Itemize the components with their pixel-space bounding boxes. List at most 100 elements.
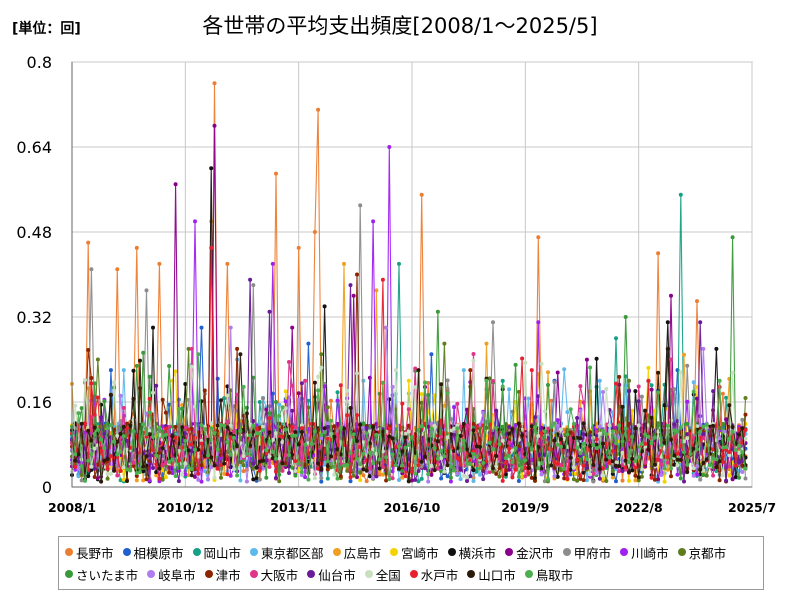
data-point (695, 464, 699, 468)
data-point (189, 364, 194, 369)
data-point (533, 476, 537, 480)
data-point (92, 412, 97, 417)
legend-item: 横浜市 (447, 541, 496, 563)
data-point (199, 441, 204, 446)
data-point (555, 418, 560, 423)
legend-marker-icon (147, 570, 156, 578)
data-point (555, 474, 560, 479)
data-point (620, 463, 625, 468)
data-point (740, 426, 745, 431)
data-point (89, 464, 94, 469)
legend-item: 水戸市 (409, 563, 458, 585)
data-point (665, 346, 670, 351)
data-point (147, 432, 152, 437)
data-point (277, 479, 282, 484)
data-point (458, 448, 463, 453)
data-point (639, 474, 644, 479)
data-point (743, 476, 748, 481)
data-point (529, 447, 534, 452)
data-point (274, 469, 278, 474)
data-point (180, 465, 185, 469)
data-point (740, 417, 745, 422)
x-tick-label: 2016/10 (384, 500, 441, 515)
data-point (698, 429, 703, 434)
data-point (361, 378, 366, 383)
data-point (384, 325, 389, 330)
data-point (173, 435, 178, 440)
data-point (163, 475, 168, 480)
data-point (575, 478, 580, 483)
legend-label: 全国 (375, 567, 401, 583)
data-point (377, 466, 382, 471)
data-point (610, 429, 615, 434)
data-point (99, 415, 104, 420)
data-point (526, 466, 531, 471)
legend-item: 長野市 (65, 541, 114, 563)
data-point (299, 430, 304, 434)
data-point (228, 388, 233, 393)
data-point (601, 441, 605, 446)
data-point (329, 465, 333, 470)
data-point (730, 429, 735, 434)
data-point (202, 461, 207, 466)
data-point (267, 309, 272, 314)
y-tick-label: 0.48 (16, 223, 52, 242)
data-point (377, 457, 382, 462)
data-point (474, 424, 479, 429)
data-point (193, 447, 197, 452)
data-point (701, 460, 706, 465)
data-point (588, 365, 593, 370)
data-point (293, 425, 298, 430)
data-point (646, 447, 651, 452)
legend-marker-icon (620, 548, 629, 556)
data-point (361, 473, 366, 478)
data-point (128, 468, 133, 473)
data-point (241, 384, 246, 389)
data-point (678, 457, 683, 462)
data-point (429, 464, 434, 468)
data-point (79, 472, 84, 477)
data-point (471, 352, 476, 356)
data-point (406, 407, 411, 412)
data-point (458, 425, 463, 429)
data-point (202, 454, 207, 458)
data-point (523, 458, 528, 463)
data-point (222, 396, 227, 401)
data-point (601, 476, 605, 481)
data-point (591, 425, 596, 430)
data-point (695, 385, 699, 390)
data-point (432, 446, 437, 451)
data-point (361, 467, 366, 472)
data-point (312, 230, 317, 234)
data-point (507, 431, 512, 436)
data-point (151, 435, 155, 439)
data-point (345, 468, 350, 473)
data-point (516, 479, 521, 483)
data-point (494, 454, 499, 458)
data-point (134, 363, 139, 368)
data-point (86, 428, 91, 433)
data-point (319, 479, 324, 484)
data-point (348, 479, 353, 484)
data-point (727, 453, 732, 458)
data-point (134, 474, 139, 478)
data-point (426, 479, 431, 484)
data-point (633, 389, 638, 394)
data-point (189, 449, 194, 454)
data-point (727, 464, 732, 469)
legend-marker-icon (447, 548, 456, 556)
data-point (546, 477, 550, 482)
legend-item: 広島市 (332, 541, 381, 563)
data-point (219, 463, 223, 468)
legend-item: 川崎市 (620, 541, 669, 563)
data-point (623, 426, 628, 431)
data-point (568, 430, 573, 435)
data-point (299, 426, 304, 431)
data-point (374, 474, 379, 479)
data-point (225, 261, 230, 266)
data-point (445, 378, 450, 383)
data-point (261, 458, 265, 463)
data-point (448, 428, 453, 433)
data-point (170, 424, 175, 429)
legend-label: 岡山市 (203, 545, 242, 561)
